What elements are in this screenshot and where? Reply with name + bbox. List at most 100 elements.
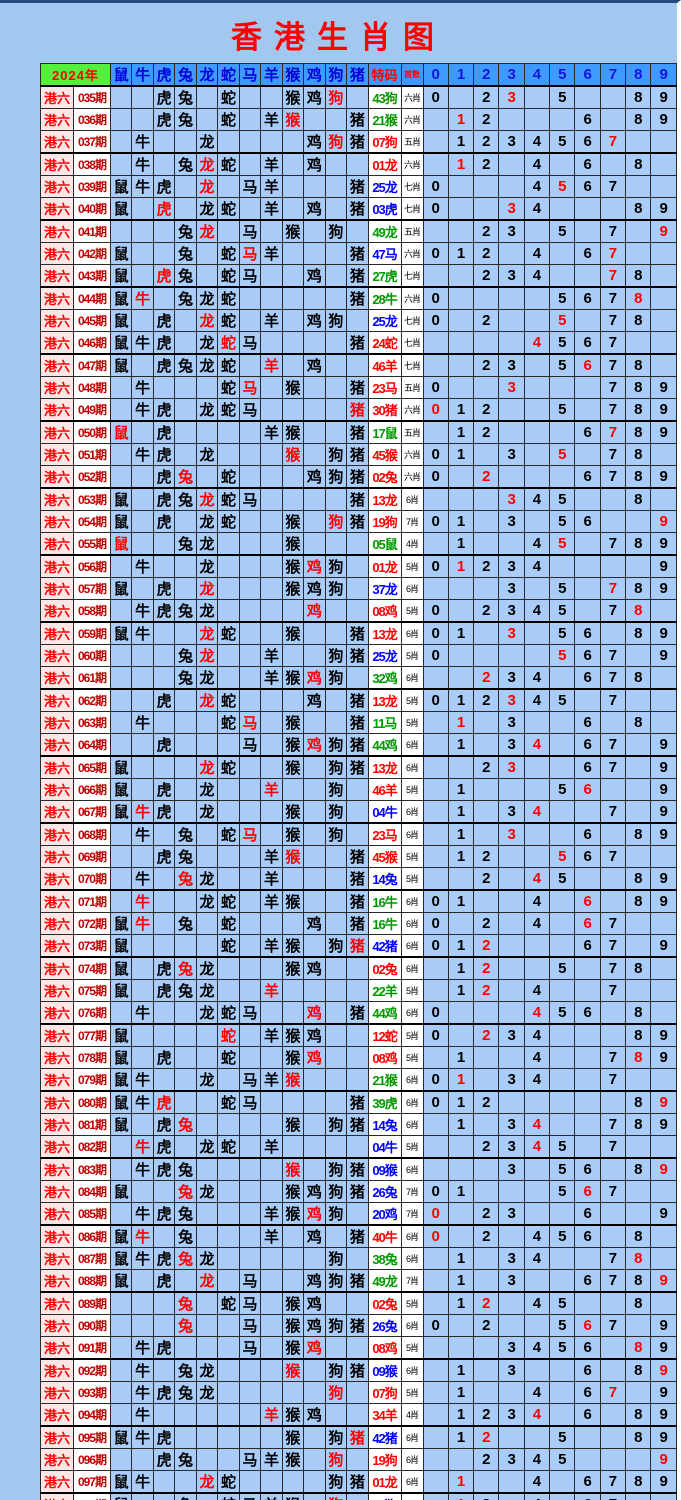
digit-cell — [498, 532, 525, 556]
zodiac-cell: 牛 — [131, 1202, 154, 1226]
zodiac-cell: 羊 — [260, 152, 283, 176]
zodiac-cell — [303, 219, 326, 243]
digit-cell: 6 — [574, 845, 601, 868]
zodiac-cell — [152, 1403, 176, 1427]
digit-cell — [650, 1068, 677, 1092]
digit-cell — [447, 1135, 475, 1159]
digit-cell: 7 — [599, 599, 627, 623]
zodiac-cell: 羊 — [260, 1224, 283, 1248]
xiao-count: 6肖 — [400, 800, 424, 824]
zodiac-cell — [131, 666, 154, 690]
row-period: 081期 — [72, 1113, 111, 1136]
digit-cell — [549, 1403, 576, 1427]
zodiac-cell: 鼠 — [109, 510, 133, 533]
row-period: 086期 — [72, 1224, 111, 1248]
zodiac-cell: 鸡 — [303, 554, 326, 578]
digit-cell — [549, 376, 576, 399]
digit-cell — [447, 599, 475, 623]
digit-cell — [422, 1113, 449, 1136]
digit-cell: 1 — [447, 1046, 475, 1069]
zodiac-cell — [152, 554, 176, 578]
zodiac-cell — [281, 1247, 305, 1270]
zodiac-cell: 兔 — [174, 152, 197, 176]
zodiac-cell — [131, 755, 154, 779]
special-code: 19狗 — [367, 510, 402, 533]
zodiac-cell — [131, 1448, 154, 1471]
zodiac-cell — [174, 420, 197, 444]
zodiac-cell: 狗 — [324, 1269, 348, 1293]
zodiac-cell — [174, 1403, 197, 1427]
row-prefix: 港六 — [40, 152, 74, 176]
row-prefix: 港六 — [40, 733, 74, 757]
digit-cell: 6 — [574, 1269, 601, 1293]
zodiac-cell: 猪 — [346, 1224, 369, 1248]
zodiac-cell — [303, 376, 326, 399]
digit-cell: 1 — [447, 800, 475, 824]
digit-cell — [574, 1023, 601, 1047]
zodiac-cell: 羊 — [260, 197, 283, 221]
digit-cell: 4 — [523, 175, 551, 198]
zodiac-cell — [174, 733, 197, 757]
digit-cell: 7 — [599, 532, 627, 556]
zodiac-cell — [303, 420, 326, 444]
digit-cell — [599, 1023, 627, 1047]
special-code: 13龙 — [367, 755, 402, 779]
digit-cell: 1 — [447, 1068, 475, 1092]
zodiac-cell: 牛 — [131, 443, 154, 466]
zodiac-cell: 龙 — [195, 644, 219, 667]
zodiac-cell: 鼠 — [109, 353, 133, 377]
zodiac-cell: 牛 — [131, 867, 154, 891]
zodiac-cell — [238, 510, 262, 533]
digit-cell — [549, 800, 576, 824]
digit-cell: 1 — [447, 242, 475, 265]
special-code: 13龙 — [367, 621, 402, 645]
digit-cell: 3 — [498, 1358, 525, 1382]
digit-cell — [650, 175, 677, 198]
digit-cell: 2 — [473, 755, 500, 779]
digit-cell: 3 — [498, 1269, 525, 1293]
digit-cell — [422, 1381, 449, 1404]
zodiac-cell — [131, 688, 154, 712]
zodiac-cell — [195, 934, 219, 958]
digit-cell: 6 — [574, 353, 601, 377]
special-code: 46羊 — [367, 353, 402, 377]
zodiac-header-6: 马 — [238, 63, 262, 87]
zodiac-cell: 猴 — [281, 889, 305, 913]
digit-cell — [498, 845, 525, 868]
zodiac-cell — [324, 867, 348, 891]
row-prefix: 港六 — [40, 1157, 74, 1181]
digit-cell: 4 — [523, 867, 551, 891]
zodiac-cell: 猪 — [346, 1090, 369, 1114]
zodiac-cell — [174, 577, 197, 600]
zodiac-cell — [238, 666, 262, 690]
zodiac-cell: 羊 — [260, 666, 283, 690]
zodiac-cell: 狗 — [324, 778, 348, 801]
digit-cell — [422, 1336, 449, 1360]
zodiac-cell — [217, 599, 240, 623]
digit-cell: 2 — [473, 108, 500, 131]
special-code: 16牛 — [367, 912, 402, 935]
zodiac-cell — [217, 1157, 240, 1181]
digit-cell — [523, 219, 551, 243]
digit-cell: 2 — [473, 1291, 500, 1315]
zodiac-cell — [174, 711, 197, 734]
zodiac-cell — [303, 845, 326, 868]
row-prefix: 港六 — [40, 800, 74, 824]
zodiac-cell: 马 — [238, 1269, 262, 1293]
row-prefix: 港六 — [40, 979, 74, 1002]
zodiac-cell: 猴 — [281, 1180, 305, 1203]
zodiac-cell: 虎 — [152, 175, 176, 198]
zodiac-cell — [217, 666, 240, 690]
zodiac-cell — [195, 264, 219, 288]
zodiac-cell: 龙 — [195, 219, 219, 243]
zodiac-cell: 虎 — [152, 1135, 176, 1159]
digit-cell: 8 — [625, 443, 652, 466]
zodiac-cell: 虎 — [152, 1336, 176, 1360]
zodiac-cell — [346, 309, 369, 332]
zodiac-cell: 鼠 — [109, 621, 133, 645]
zodiac-cell — [238, 130, 262, 154]
zodiac-cell: 虎 — [152, 1113, 176, 1136]
zodiac-cell: 蛇 — [217, 353, 240, 377]
row-prefix: 港六 — [40, 666, 74, 690]
digit-cell: 6 — [574, 666, 601, 690]
